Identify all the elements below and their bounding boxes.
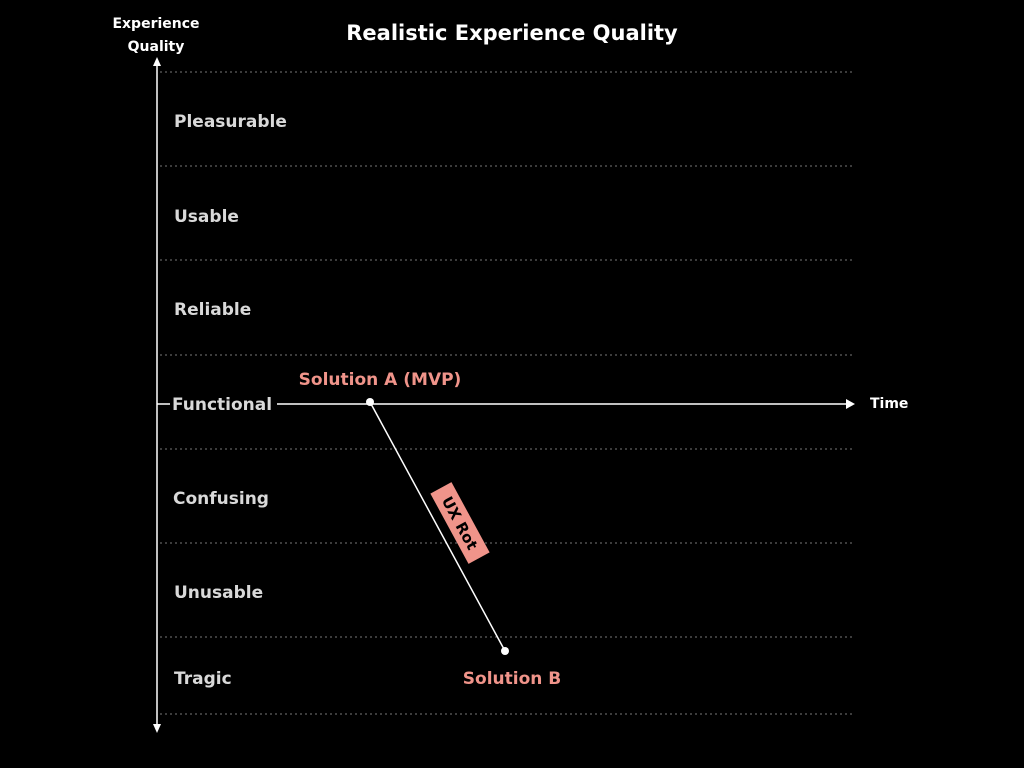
tag-background [430,482,490,564]
title: Realistic Experience Quality [346,21,678,45]
level-label: Usable [174,207,239,227]
arrow-right [846,399,855,409]
level-label: Tragic [174,669,232,689]
level-label: Unusable [174,583,263,603]
arrow-up [153,57,161,66]
y-axis-label: Experience Quality [112,16,200,55]
grid [160,71,855,715]
level-label: Confusing [173,489,269,509]
end-point [501,647,509,655]
arrow-down [153,724,161,733]
x-axis-label: Time [870,396,908,412]
level-label: Pleasurable [174,112,287,132]
decline-line [369,401,506,652]
end-label: Solution B [463,669,561,689]
start-point [366,398,374,406]
level-label: Reliable [174,300,251,320]
start-label: Solution A (MVP) [299,370,462,390]
level-label: Functional [172,395,272,415]
